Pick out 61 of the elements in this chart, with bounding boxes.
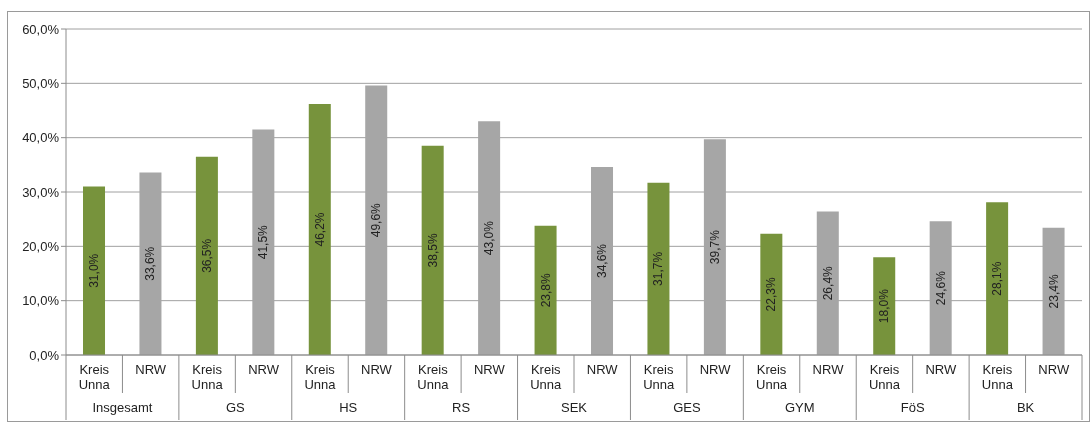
data-label: 23,4%: [1046, 274, 1061, 309]
y-tick-label: 40,0%: [22, 130, 60, 146]
text: NRW: [135, 362, 167, 377]
text: Kreis Unna: [191, 362, 223, 392]
data-label: 39,7%: [707, 229, 722, 265]
y-tick-label: 30,0%: [22, 184, 60, 200]
x-tick-label: RS: [452, 400, 471, 415]
text: NRW: [248, 362, 279, 377]
y-tick-label: 10,0%: [22, 293, 60, 309]
text: NRW: [1038, 362, 1070, 377]
text: NRW: [699, 362, 731, 377]
y-tick-label: 20,0%: [22, 238, 60, 254]
x-tick-label: GYM: [784, 400, 815, 415]
series-label: Kreis Unna: [643, 362, 675, 392]
bar: [647, 182, 670, 355]
series-label: NRW: [586, 362, 619, 377]
bar: [83, 186, 106, 355]
data-label: 43,0%: [482, 220, 497, 256]
y-tick-label: 50,0%: [22, 75, 60, 91]
bar: [534, 225, 557, 355]
text: NRW: [925, 362, 957, 377]
x-tick-label: Insgesamt: [92, 400, 153, 415]
bar: [873, 257, 896, 355]
text: Kreis Unna: [756, 362, 788, 392]
data-label: 24,6%: [933, 270, 948, 306]
text: NRW: [361, 362, 392, 377]
data-label: 18,0%: [877, 288, 892, 324]
data-label: 31,7%: [651, 251, 666, 286]
data-label: 34,6%: [595, 243, 610, 279]
bar: [986, 202, 1009, 355]
data-label: 33,6%: [143, 246, 158, 281]
text: Kreis Unna: [417, 362, 449, 392]
y-tick-label: 60,0%: [22, 21, 60, 37]
bar: [421, 145, 444, 355]
text: Kreis Unna: [530, 362, 562, 392]
data-label: 46,2%: [312, 212, 327, 247]
bar: [760, 233, 783, 355]
x-tick-label: HS: [339, 400, 358, 415]
x-tick-label: SEK: [560, 400, 588, 415]
data-label: 22,3%: [764, 277, 779, 312]
data-label: 41,5%: [256, 224, 271, 260]
bar: [195, 156, 218, 355]
x-tick-label: BK: [1016, 400, 1035, 415]
x-tick-label: FöS: [900, 400, 925, 415]
text: NRW: [473, 362, 505, 377]
data-label: 36,5%: [199, 238, 214, 273]
data-label: 28,1%: [990, 261, 1005, 296]
data-label: 31,0%: [87, 253, 102, 288]
text: Kreis Unna: [78, 362, 110, 392]
data-label: 49,6%: [369, 202, 384, 238]
x-tick-label: GS: [225, 400, 246, 415]
text: Kreis Unna: [304, 362, 336, 392]
bar: [308, 103, 331, 355]
y-tick-label: 0,0%: [29, 347, 60, 363]
data-label: 23,8%: [538, 273, 553, 308]
text: NRW: [812, 362, 844, 377]
x-tick-label: GES: [673, 400, 701, 415]
text: Kreis Unna: [868, 362, 900, 392]
text: Kreis Unna: [981, 362, 1013, 392]
data-label: 26,4%: [820, 265, 835, 301]
data-label: 38,5%: [425, 233, 440, 268]
